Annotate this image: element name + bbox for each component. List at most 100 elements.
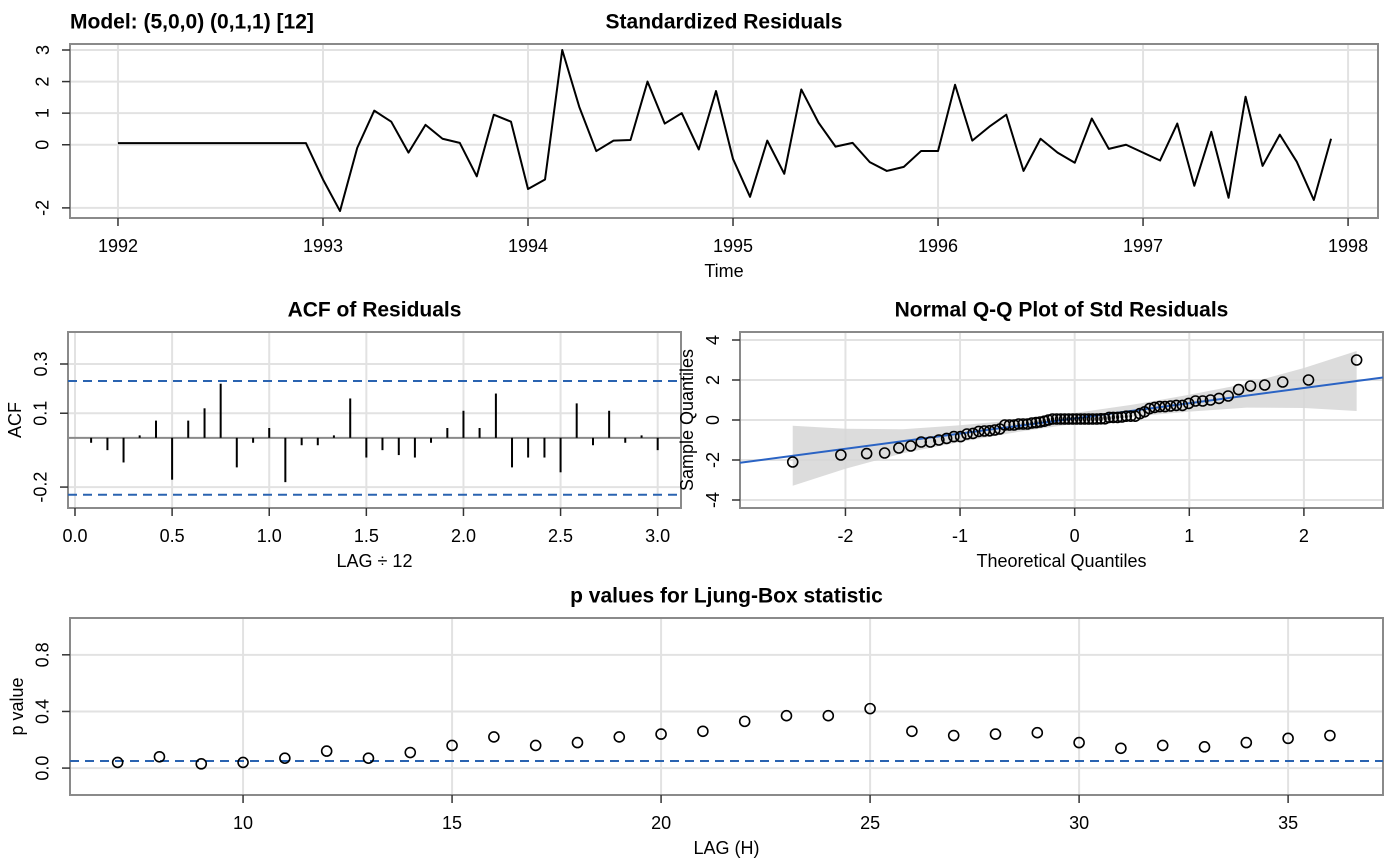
point [1066, 413, 1079, 425]
point [529, 739, 542, 752]
point [988, 424, 1001, 436]
point [1258, 379, 1271, 391]
point [1091, 413, 1103, 425]
point [488, 731, 500, 743]
point [1050, 413, 1063, 425]
y-tick-label: 0 [703, 415, 723, 425]
point [1116, 411, 1128, 423]
point [153, 750, 166, 763]
x-tick-label: 1.0 [257, 526, 282, 546]
x-tick-label: 1994 [508, 236, 548, 256]
point [1073, 736, 1085, 749]
point [1026, 417, 1038, 429]
point [1012, 418, 1025, 430]
x-tick-label: 10 [233, 813, 253, 833]
point [1082, 413, 1095, 425]
x-tick-label: 1.5 [354, 526, 379, 546]
x-tick-label: 2 [1299, 526, 1309, 546]
point [362, 752, 375, 764]
x-tick-label: 0.0 [62, 526, 87, 546]
point [1196, 395, 1209, 407]
point [915, 436, 928, 448]
x-tick-label: 1992 [98, 236, 138, 256]
point [1008, 419, 1020, 431]
panel: 0.0 0.5 1.0 1.5 2.0 2.5 3.0 -0.2 0.1 0.3 ACF of Re… [5, 299, 682, 571]
y-tick-label: -0.2 [31, 472, 51, 503]
point [1170, 399, 1183, 412]
point [1115, 742, 1127, 755]
y-axis-label: ACF [5, 402, 25, 438]
point [320, 745, 333, 757]
point [1103, 411, 1115, 424]
point [1232, 383, 1245, 396]
point [1062, 413, 1075, 425]
y-tick-label: 0.1 [31, 401, 51, 426]
x-tick-label: 25 [860, 813, 880, 833]
model-label: Model: (5,0,0) (0,1,1) [12] [70, 11, 314, 34]
point [1153, 400, 1166, 413]
point [1324, 729, 1336, 742]
point [924, 436, 937, 448]
point [1182, 397, 1195, 410]
x-tick-label: 1993 [303, 236, 343, 256]
x-tick-label: 1 [1184, 526, 1194, 546]
point [1159, 400, 1171, 413]
x-tick-label: 2.0 [451, 526, 476, 546]
x-tick-label: 1998 [1328, 236, 1368, 256]
point [1198, 741, 1211, 753]
point [954, 430, 967, 443]
point [1078, 413, 1091, 425]
point [1054, 413, 1067, 425]
point [1074, 413, 1087, 425]
y-axis-label: Sample Quantiles [677, 349, 697, 491]
y-tick-label: 3 [33, 45, 53, 55]
point [1095, 412, 1107, 425]
point [738, 715, 751, 728]
y-tick-label: 0 [33, 140, 53, 150]
point [1070, 413, 1083, 425]
point [864, 702, 876, 715]
point [1111, 411, 1124, 424]
point [940, 432, 953, 445]
y-tick-label: -2 [703, 452, 723, 468]
x-tick-label: 35 [1278, 813, 1298, 833]
point [1189, 395, 1202, 407]
residual-line [117, 49, 1333, 213]
point [613, 731, 626, 743]
point [279, 752, 291, 764]
y-tick-label: 2 [703, 375, 723, 385]
point [1164, 400, 1177, 412]
point [655, 728, 667, 740]
point [571, 736, 584, 749]
point [961, 428, 973, 440]
x-tick-label: 1997 [1123, 236, 1163, 256]
y-tick-label: 0.0 [33, 756, 53, 781]
y-tick-label: 0.3 [31, 351, 51, 376]
point [967, 427, 979, 440]
point [1107, 411, 1120, 424]
point [878, 447, 891, 459]
point [1156, 739, 1169, 752]
point [111, 756, 124, 769]
plot-frame [69, 617, 1384, 796]
point [904, 440, 917, 452]
chart-title: ACF of Residuals [288, 299, 462, 322]
point [893, 442, 905, 454]
point [780, 709, 793, 722]
point [1031, 726, 1044, 739]
point [947, 729, 960, 742]
point [835, 449, 847, 461]
x-axis-label: LAG ÷ 12 [337, 551, 413, 571]
point [1222, 390, 1234, 402]
y-tick-label: 1 [33, 108, 53, 118]
point [1017, 418, 1029, 430]
panel: 1992 1993 1994 1995 1996 1997 1998 -2 0 1 2 3 Standa… [33, 11, 1379, 281]
point [972, 425, 985, 438]
point [786, 456, 799, 468]
x-tick-label: 30 [1069, 813, 1089, 833]
point [697, 725, 709, 738]
x-axis-label: LAG (H) [693, 838, 759, 858]
point [1282, 732, 1294, 745]
y-tick-label: 2 [33, 77, 53, 87]
